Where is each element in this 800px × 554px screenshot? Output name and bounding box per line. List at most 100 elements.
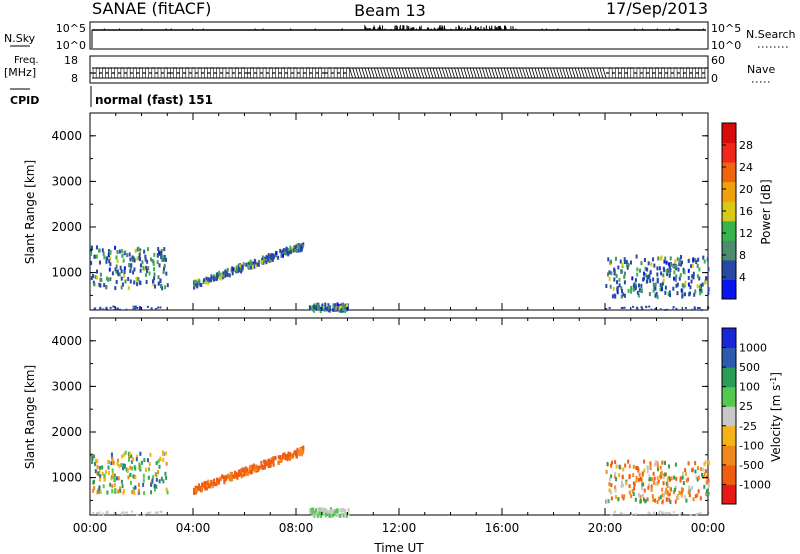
echo-cell xyxy=(666,490,669,495)
freq-zigzag xyxy=(441,67,446,79)
echo-cell xyxy=(328,513,331,518)
echo-cell xyxy=(94,275,97,280)
echo-cell xyxy=(302,446,305,451)
echo-cell xyxy=(107,465,110,470)
echo-cell xyxy=(628,484,631,489)
echo-cell xyxy=(149,511,152,514)
echo-cell xyxy=(640,283,643,288)
echo-cell xyxy=(342,508,345,513)
echo-cell xyxy=(118,249,121,254)
echo-cell xyxy=(132,305,135,308)
echo-cell xyxy=(207,281,210,286)
freq-zigzag xyxy=(404,67,409,79)
colorbar-swatch xyxy=(722,220,736,241)
echo-cell xyxy=(135,457,138,462)
nave-label: Nave xyxy=(747,63,775,76)
echo-cell xyxy=(252,463,255,468)
echo-cell xyxy=(300,452,303,457)
echo-cell xyxy=(653,476,656,481)
echo-cell xyxy=(608,482,611,487)
echo-cell xyxy=(707,267,710,272)
echo-cell xyxy=(226,272,229,277)
echo-cell xyxy=(681,471,684,476)
freq-zigzag xyxy=(531,67,536,79)
velocity-echoes xyxy=(90,445,710,519)
echo-cell xyxy=(657,256,660,261)
echo-cell xyxy=(203,483,206,488)
echo-cell xyxy=(632,464,635,469)
echo-cell xyxy=(121,511,124,514)
freq-zigzag xyxy=(584,67,588,79)
freq-zigzag xyxy=(562,67,567,79)
echo-cell xyxy=(152,475,155,480)
freq-zigzag xyxy=(516,67,520,79)
colorbar-frame xyxy=(721,327,737,505)
colorbar-swatch xyxy=(722,259,736,280)
freq-zigzag xyxy=(429,67,434,79)
echo-cell xyxy=(122,258,125,263)
echo-cell xyxy=(632,492,635,497)
colorbar-swatch xyxy=(722,279,736,300)
echo-cell xyxy=(112,305,115,308)
freq-zigzag xyxy=(500,67,505,79)
velocity-colorbar-label: Velocity [m s-1] xyxy=(769,372,784,462)
echo-cell xyxy=(707,291,710,296)
echo-cell xyxy=(158,251,161,256)
echo-cell xyxy=(293,450,296,455)
echo-cell xyxy=(90,245,93,250)
echo-cell xyxy=(704,459,707,464)
echo-cell xyxy=(675,264,678,269)
echo-cell xyxy=(219,276,222,281)
echo-cell xyxy=(702,255,705,260)
echo-cell xyxy=(642,493,645,498)
echo-cell xyxy=(335,513,338,518)
echo-cell xyxy=(144,467,147,472)
echo-cell xyxy=(336,508,339,513)
echo-cell xyxy=(634,497,637,502)
echo-cell xyxy=(646,267,649,272)
echo-cell xyxy=(279,458,282,463)
echo-cell xyxy=(262,464,265,469)
echo-cell xyxy=(105,306,108,309)
echo-cell xyxy=(674,277,677,282)
echo-cell xyxy=(666,477,669,482)
x-axis-label: Time UT xyxy=(373,541,424,554)
echo-cell xyxy=(96,459,99,464)
echo-cell xyxy=(94,307,97,310)
echo-cell xyxy=(344,308,347,313)
echo-cell xyxy=(123,464,126,469)
echo-cell xyxy=(294,449,297,454)
echo-cell xyxy=(336,302,339,307)
echo-cell xyxy=(313,510,316,515)
echo-cell xyxy=(635,475,638,480)
echo-cell xyxy=(126,511,129,514)
echo-cell xyxy=(660,255,663,260)
echo-cell xyxy=(159,456,162,461)
freq-zigzag xyxy=(488,67,493,79)
echo-cell xyxy=(623,280,626,285)
echo-cell xyxy=(265,260,268,265)
freq-zigzag xyxy=(395,67,400,79)
echo-cell xyxy=(111,472,114,477)
echo-cell xyxy=(336,512,339,517)
echo-cell xyxy=(129,257,132,262)
freq-zigzag xyxy=(426,67,431,79)
echo-cell xyxy=(695,260,698,265)
echo-cell xyxy=(684,468,687,473)
echo-cell xyxy=(93,462,96,467)
echo-cell xyxy=(609,284,612,289)
echo-cell xyxy=(696,466,699,471)
echo-cell xyxy=(205,481,208,486)
echo-cell xyxy=(149,452,152,457)
echo-cell xyxy=(99,489,102,494)
echo-cell xyxy=(340,308,343,313)
echo-cell xyxy=(136,513,139,516)
echo-cell xyxy=(112,460,115,465)
echo-cell xyxy=(258,262,261,267)
echo-cell xyxy=(314,511,317,516)
velocity-xticks: 00:00 04:00 08:00 12:00 16:00 20:00 00:00 xyxy=(73,318,725,535)
echo-cell xyxy=(613,277,616,282)
freq-zigzag xyxy=(451,67,456,79)
echo-cell xyxy=(664,285,667,290)
echo-cell xyxy=(155,461,158,466)
